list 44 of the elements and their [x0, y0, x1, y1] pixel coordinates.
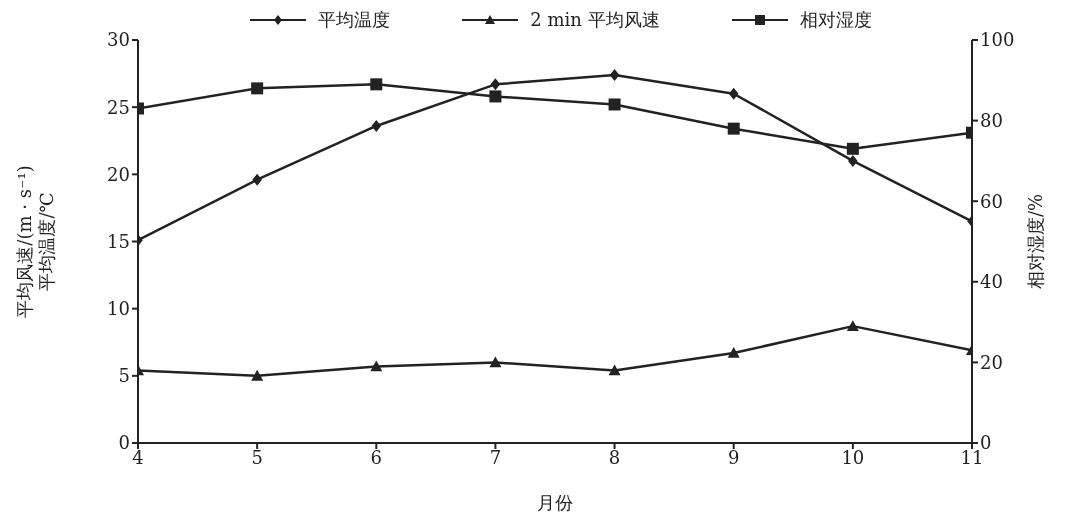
point: [489, 356, 502, 368]
x-tick-label: 4: [132, 446, 144, 468]
y2-axis-title: 相对湿度/%: [1025, 193, 1046, 290]
y2-tick-label: 60: [980, 190, 1003, 212]
point: [608, 98, 621, 111]
point: [727, 347, 740, 358]
x-tick-label: 8: [608, 446, 621, 468]
legend-label: 平均温度: [318, 8, 391, 32]
x-tick-label: 6: [370, 446, 383, 468]
point: [252, 173, 262, 186]
x-tick-label: 9: [727, 446, 740, 468]
y2-tick-label: 20: [980, 351, 1003, 373]
point: [727, 122, 740, 135]
point: [251, 369, 264, 381]
point: [371, 119, 382, 132]
y-tick-label: 15: [107, 230, 130, 252]
point: [370, 360, 383, 372]
x-tick-label: 10: [841, 446, 865, 468]
y2-tick-label: 40: [980, 271, 1003, 293]
y-tick-label: 5: [118, 365, 130, 387]
legend-label: 2 min 平均风速: [530, 8, 660, 32]
x-tick-label: 7: [489, 446, 502, 468]
y-tick-label: 10: [107, 298, 130, 320]
point: [370, 78, 383, 91]
point: [608, 364, 621, 376]
point: [848, 154, 858, 167]
y-tick-label: 30: [107, 29, 130, 51]
y-tick-label: 25: [107, 96, 130, 118]
point: [609, 68, 620, 81]
point: [728, 87, 739, 100]
y2-tick-label: 100: [980, 29, 1015, 51]
point: [846, 142, 859, 155]
x-axis-title: 月份: [537, 492, 573, 513]
point: [846, 320, 859, 331]
y-tick-label: 0: [118, 432, 130, 454]
point: [251, 82, 264, 95]
y2-tick-label: 80: [980, 109, 1003, 131]
x-tick-label: 5: [251, 446, 263, 468]
point: [489, 90, 502, 103]
point: [490, 78, 501, 91]
y-axis-title: 平均风速/(m · s⁻¹) 平均温度/℃: [14, 165, 57, 318]
y2-tick-label: 0: [980, 432, 992, 454]
legend-label: 相对湿度: [799, 8, 872, 32]
y-tick-label: 20: [107, 163, 130, 185]
